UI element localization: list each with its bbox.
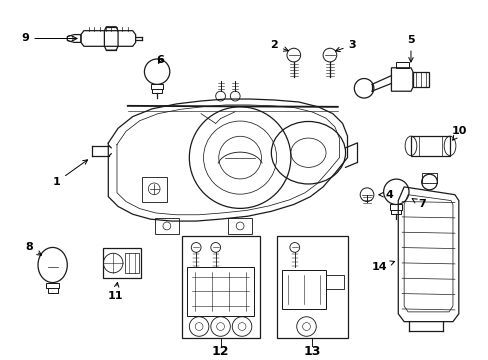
Bar — [390, 204, 401, 210]
Bar — [48, 288, 58, 293]
Text: 3: 3 — [335, 40, 355, 51]
Bar — [151, 84, 163, 89]
Text: 10: 10 — [451, 126, 467, 140]
Bar — [152, 89, 162, 93]
Text: 2: 2 — [270, 40, 287, 51]
Text: 6: 6 — [156, 55, 163, 65]
Text: 5: 5 — [407, 35, 414, 62]
Text: 1: 1 — [53, 160, 87, 187]
Bar — [410, 136, 449, 156]
Bar — [181, 236, 259, 338]
Text: 4: 4 — [378, 190, 393, 200]
Bar — [282, 270, 325, 309]
Bar — [228, 218, 251, 234]
Bar — [124, 253, 138, 273]
Bar — [46, 283, 60, 288]
Text: 7: 7 — [411, 199, 425, 210]
Text: 9: 9 — [21, 33, 77, 44]
Bar — [390, 210, 400, 214]
Text: 12: 12 — [211, 345, 229, 359]
Bar — [277, 236, 347, 338]
Bar — [187, 267, 253, 316]
Bar — [421, 173, 436, 183]
Text: 13: 13 — [303, 345, 321, 359]
Text: 8: 8 — [25, 242, 41, 255]
Text: 11: 11 — [107, 283, 122, 301]
Text: 14: 14 — [371, 261, 394, 272]
Bar — [155, 218, 178, 234]
Bar — [103, 248, 140, 278]
